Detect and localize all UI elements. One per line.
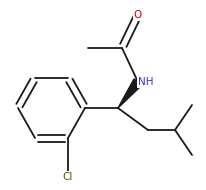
Text: Cl: Cl: [63, 172, 73, 182]
Text: NH: NH: [138, 77, 153, 87]
Polygon shape: [118, 79, 142, 108]
Text: O: O: [134, 10, 142, 20]
